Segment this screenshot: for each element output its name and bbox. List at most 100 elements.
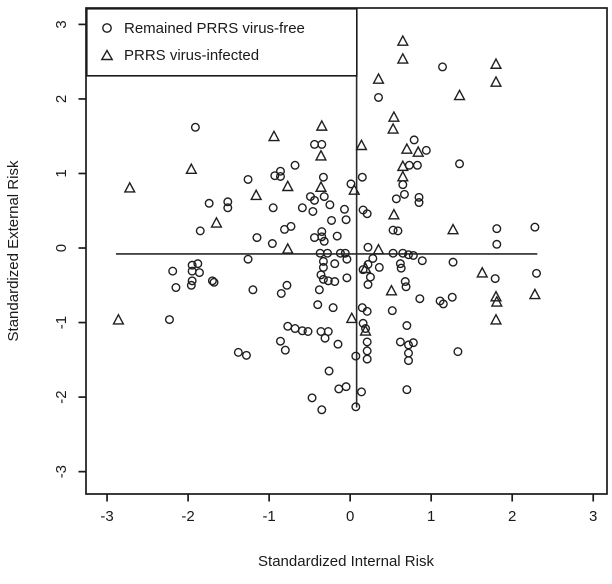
x-tick-label: -2 — [181, 508, 194, 525]
axis-ticks: -3 -2 -1 0 1 2 3 -3 -2 -1 0 1 2 3 — [53, 20, 597, 525]
scatter-point-circle — [341, 215, 351, 225]
scatter-point-circle — [275, 171, 285, 181]
x-tick-label: 0 — [346, 508, 354, 525]
scatter-point-triangle — [281, 179, 294, 192]
scatter-point-circle — [318, 172, 328, 182]
scatter-point-circle — [453, 347, 463, 357]
scatter-point-circle — [317, 227, 327, 237]
scatter-point-circle — [387, 306, 397, 316]
scatter-point-triangle — [396, 170, 409, 182]
scatter-point-circle — [243, 174, 253, 184]
scatter-point-circle — [530, 222, 540, 232]
scatter-point-circle — [374, 92, 384, 102]
scatter-point-triangle — [250, 188, 263, 201]
scatter-point-circle — [396, 263, 406, 273]
scatter-point-circle — [333, 339, 343, 349]
scatter-point-circle — [164, 315, 174, 325]
scatter-point-circle — [290, 160, 300, 170]
scatter-point-circle — [447, 292, 457, 302]
scatter-point-circle — [276, 288, 286, 298]
scatter-point-circle — [399, 189, 409, 199]
scatter-point-circle — [448, 257, 458, 267]
scatter-point-circle — [365, 272, 375, 282]
scatter-point-triangle — [387, 208, 400, 220]
y-axis-title: Standardized External Risk — [5, 160, 22, 341]
scatter-point-circle — [414, 192, 424, 202]
scatter-point-circle — [409, 135, 419, 145]
scatter-point-circle — [351, 402, 361, 412]
scatter-point-circle — [168, 266, 178, 276]
scatter-point-circle — [327, 215, 337, 225]
scatter-point-circle — [363, 280, 373, 290]
scatter-point-triangle — [489, 290, 503, 302]
scatter-point-triangle — [185, 162, 198, 175]
scatter-point-circle — [455, 159, 465, 169]
scatter-point-circle — [207, 276, 217, 286]
scatter-point-triangle — [387, 122, 400, 134]
scatter-point-triangle — [315, 119, 328, 131]
scatter-point-circle — [408, 338, 418, 348]
scatter-point-triangle — [345, 311, 358, 324]
scatter-point-circle — [374, 262, 384, 272]
scatter-point-circle — [209, 277, 219, 287]
scatter-point-circle — [403, 356, 413, 366]
scatter-point-triangle — [385, 284, 398, 296]
scatter-point-circle — [402, 385, 412, 395]
scatter-point-circle — [346, 179, 356, 189]
scatter-point-circle — [307, 393, 317, 403]
scatter-point-circle — [356, 387, 366, 397]
scatter-point-circle — [270, 171, 280, 181]
scatter-point-circle — [322, 248, 332, 258]
x-tick-label: -1 — [262, 508, 275, 525]
scatter-point-circle — [403, 348, 413, 358]
scatter-point-circle — [286, 221, 296, 231]
scatter-point-circle — [297, 326, 307, 336]
scatter-point-circle — [194, 268, 204, 278]
scatter-point-circle — [282, 280, 292, 290]
scatter-point-circle — [248, 285, 258, 295]
scatter-point-circle — [268, 203, 278, 213]
scatter-point-circle — [357, 172, 367, 182]
scatter-point-triangle — [489, 75, 503, 87]
scatter-point-circle — [362, 306, 372, 316]
scatter-point-circle — [283, 321, 293, 331]
legend-box — [86, 8, 358, 77]
scatter-point-triangle — [400, 142, 413, 154]
scatter-point-triangle — [372, 72, 385, 84]
scatter-point-circle — [395, 259, 405, 269]
scatter-point-triangle — [355, 138, 368, 151]
scatter-point-circle — [316, 270, 326, 280]
scatter-point-triangle — [123, 181, 136, 193]
scatter-point-circle — [492, 239, 502, 249]
legend-label-virus-free: Remained PRRS virus-free — [124, 20, 305, 37]
scatter-point-triangle — [314, 180, 328, 192]
scatter-point-circle — [204, 198, 214, 208]
scatter-point-triangle — [267, 129, 281, 142]
scatter-point-circle — [403, 250, 413, 260]
scatter-point-triangle — [281, 242, 294, 254]
scatter-point-circle — [320, 333, 330, 343]
scatter-point-circle — [438, 62, 448, 72]
scatter-point-circle — [351, 351, 361, 361]
x-axis-title: Standardized Internal Risk — [258, 553, 434, 570]
scatter-point-circle — [388, 225, 398, 235]
scatter-point-triangle — [489, 313, 503, 325]
scatter-point-circle — [358, 265, 368, 275]
scatter-point-circle — [267, 239, 277, 249]
scatter-point-circle — [233, 347, 243, 357]
scatter-point-circle — [314, 285, 324, 295]
scatter-point-circle — [309, 139, 319, 149]
scatter-point-circle — [398, 180, 408, 190]
y-tick-label: 0 — [53, 244, 70, 252]
scatter-point-circle — [402, 321, 412, 331]
scatter-point-circle — [190, 122, 200, 132]
scatter-point-circle — [318, 274, 328, 284]
scatter-point-circle — [358, 318, 368, 328]
scatter-point-circle — [342, 254, 352, 264]
scatter-point-circle — [186, 280, 196, 290]
scatter-point-circle — [171, 283, 181, 293]
scatter-point-circle — [252, 233, 262, 243]
scatter-point-circle — [362, 337, 372, 347]
scatter-point-triangle — [412, 145, 425, 157]
